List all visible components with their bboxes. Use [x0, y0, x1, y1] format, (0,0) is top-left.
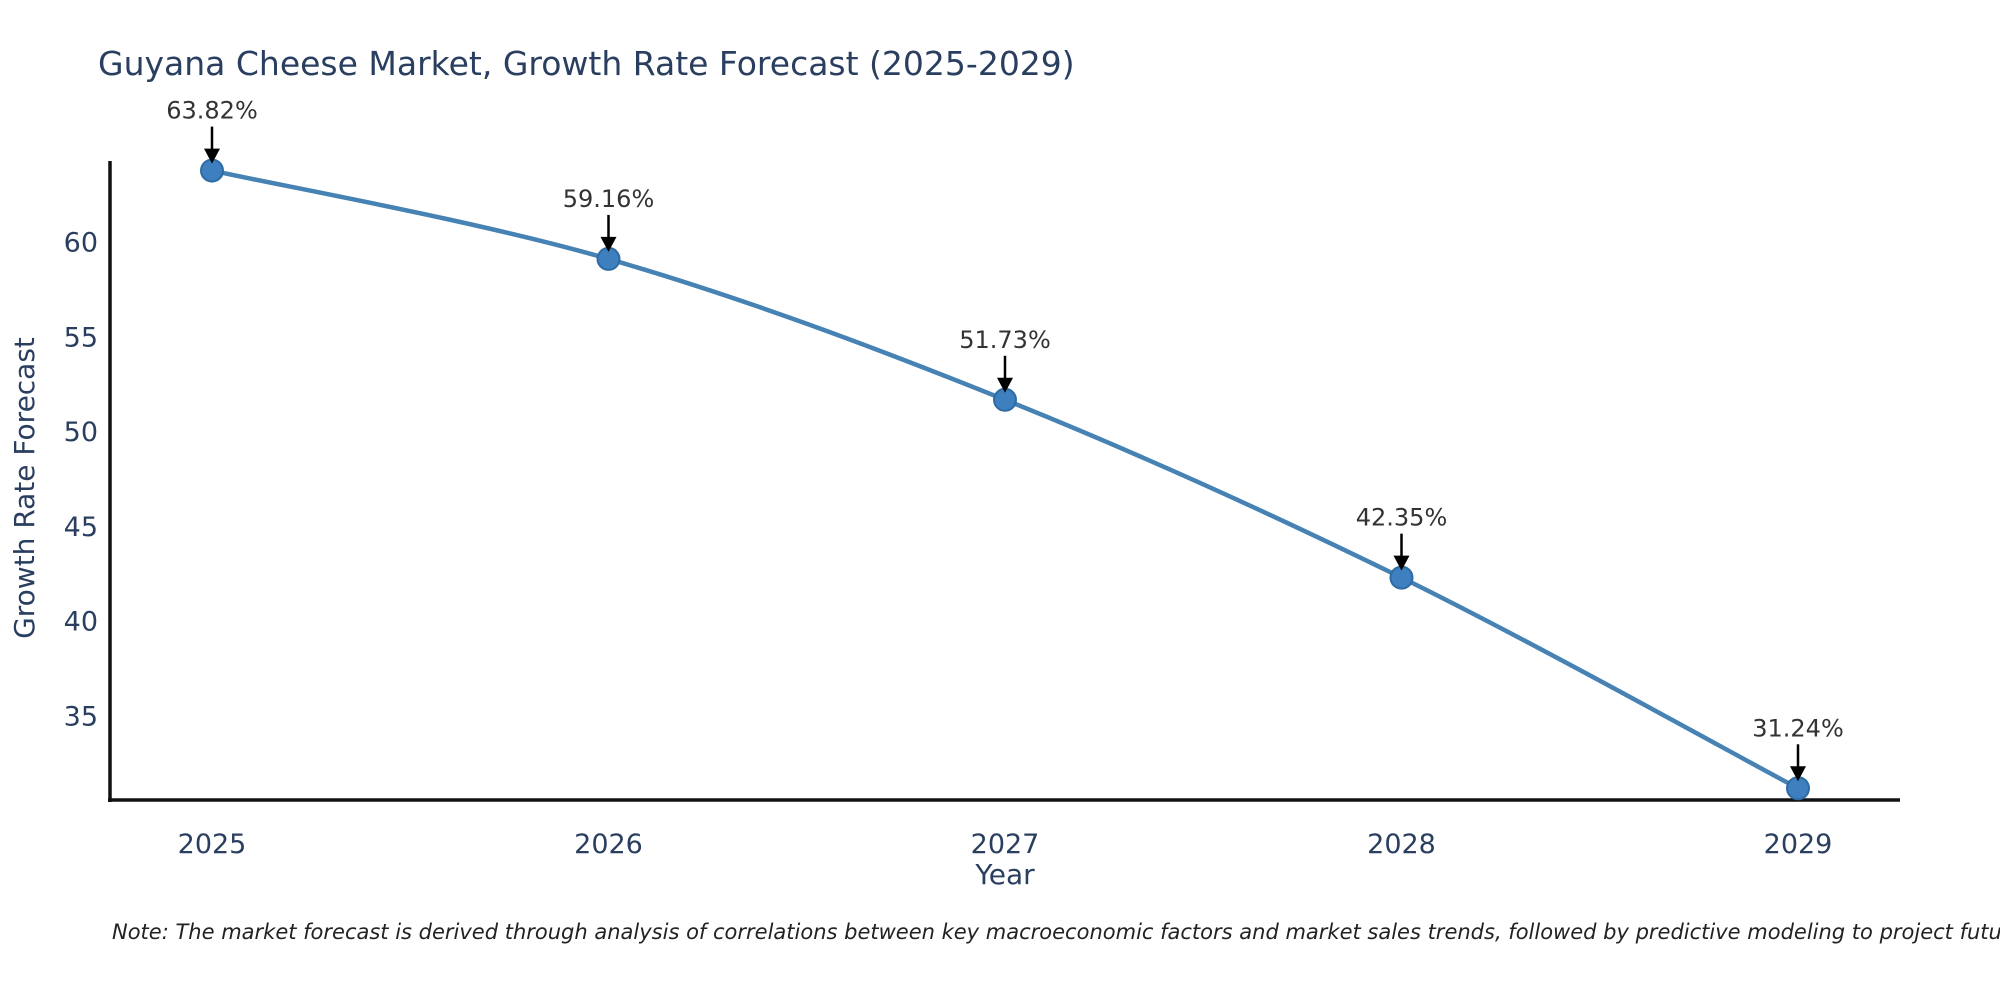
forecast-line [209, 168, 1801, 791]
y-tick-label: 35 [64, 702, 98, 733]
annotation-arrowhead-icon [997, 377, 1013, 393]
annotation-arrowhead-icon [204, 148, 220, 164]
y-tick-label: 40 [64, 607, 98, 638]
footnote-text: Note: The market forecast is derived thr… [112, 920, 2000, 944]
y-axis-title: Growth Rate Forecast [8, 337, 41, 639]
data-points [200, 158, 1810, 801]
x-axis-tick-labels: 2025 2026 2027 2028 2029 [178, 829, 1833, 860]
x-tick-label: 2029 [1764, 829, 1833, 860]
y-tick-label: 45 [64, 512, 98, 543]
y-axis-tick-labels: 35 40 45 50 55 60 [64, 228, 98, 733]
chart-title: Guyana Cheese Market, Growth Rate Foreca… [98, 44, 1075, 83]
forecast-line-series [209, 168, 1801, 791]
y-tick-label: 50 [64, 417, 98, 448]
point-annotations: 63.82% 59.16% 51.73% 42.35% 31.24% [166, 97, 1844, 782]
x-tick-label: 2028 [1367, 829, 1436, 860]
x-tick-label: 2027 [971, 829, 1040, 860]
x-tick-label: 2026 [574, 829, 643, 860]
y-tick-label: 60 [64, 228, 98, 259]
annotation-arrowhead-icon [1790, 766, 1806, 782]
point-value-label: 59.16% [563, 185, 655, 213]
annotation-arrowhead-icon [1393, 555, 1410, 571]
x-tick-label: 2025 [178, 829, 247, 860]
point-value-label: 31.24% [1752, 714, 1844, 742]
point-value-label: 42.35% [1356, 504, 1448, 532]
annotation-arrowhead-icon [600, 236, 617, 252]
point-value-label: 63.82% [166, 97, 258, 125]
x-axis-title: Year [974, 858, 1035, 891]
point-value-label: 51.73% [959, 326, 1051, 354]
y-tick-label: 55 [64, 322, 98, 353]
